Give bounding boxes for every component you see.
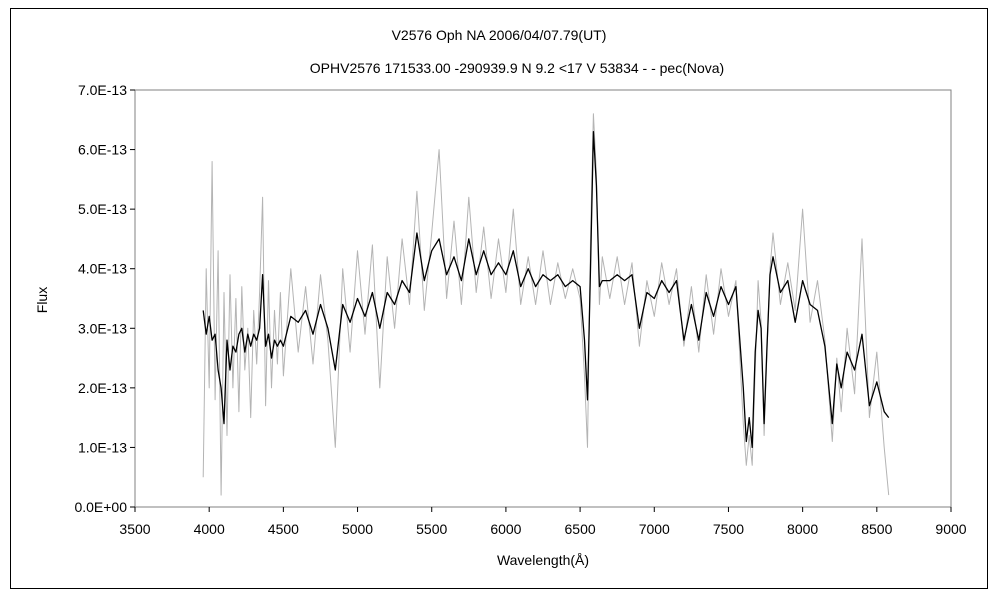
plot-area <box>134 89 952 508</box>
x-tick-label: 3500 <box>119 521 150 537</box>
x-tick-label: 4500 <box>268 521 299 537</box>
x-tick-label: 8000 <box>787 521 818 537</box>
series-line-smoothed <box>202 131 890 449</box>
x-tick-label: 5500 <box>416 521 447 537</box>
y-tick-label: 1.0E-13 <box>78 439 127 455</box>
x-tick-label: 6000 <box>490 521 521 537</box>
x-tick-label: 6500 <box>565 521 596 537</box>
x-tick-label: 8500 <box>861 521 892 537</box>
y-axis-label: Flux <box>34 287 50 313</box>
y-tick-label: 7.0E-13 <box>78 82 127 98</box>
x-tick-label: 9000 <box>935 521 966 537</box>
y-tick-label: 6.0E-13 <box>78 142 127 158</box>
y-tick-label: 0.0E+00 <box>74 499 127 515</box>
y-tick-label: 5.0E-13 <box>78 201 127 217</box>
x-tick-label: 7000 <box>639 521 670 537</box>
series-layer <box>202 113 890 496</box>
x-tick-label: 4000 <box>194 521 225 537</box>
x-tick-layer: 3500 4000 4500 5000 5500 6000 6500 7000 7500 8000… <box>119 507 967 537</box>
y-tick-label: 3.0E-13 <box>78 320 127 336</box>
y-tick-label: 4.0E-13 <box>78 261 127 277</box>
chart-title: V2576 Oph NA 2006/04/07.79(UT) <box>392 27 607 43</box>
x-axis-label: Wavelength(Å) <box>497 552 589 568</box>
chart-frame: V2576 Oph NA 2006/04/07.79(UT) OPHV2576 … <box>10 8 988 589</box>
x-tick-label: 5000 <box>342 521 373 537</box>
y-tick-label: 2.0E-13 <box>78 380 127 396</box>
chart-subtitle: OPHV2576 171533.00 -290939.9 N 9.2 <17 V… <box>310 60 724 76</box>
x-tick-label: 7500 <box>713 521 744 537</box>
series-line-raw <box>202 113 890 496</box>
chart-svg: V2576 Oph NA 2006/04/07.79(UT) OPHV2576 … <box>34 27 967 568</box>
y-tick-layer: 0.0E+00 1.0E-13 2.0E-13 3.0E-13 4.0E-13 5.0E-… <box>74 82 135 515</box>
